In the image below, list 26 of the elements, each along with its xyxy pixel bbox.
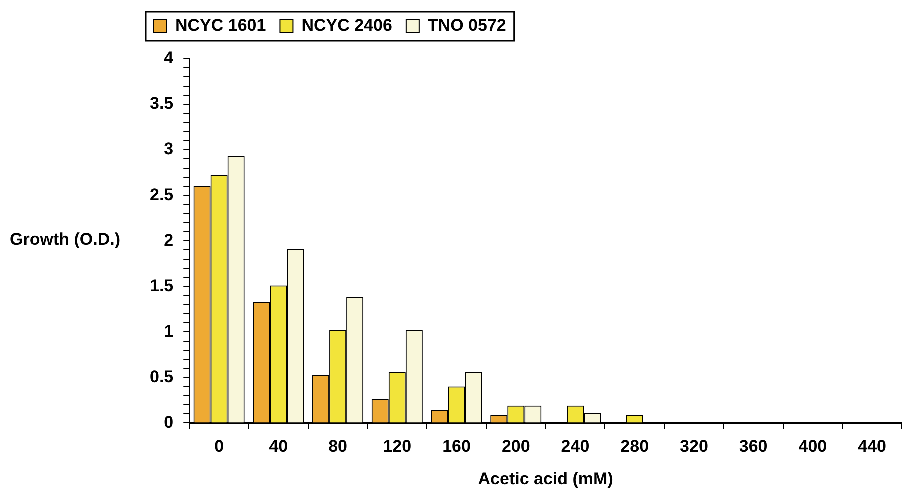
y-tick-label: 4 [164,48,174,68]
x-tick-label: 240 [561,437,590,456]
x-tick-label: 320 [680,437,708,456]
x-tick-label: 80 [328,437,348,456]
y-tick-label: 0 [164,412,174,432]
x-axis-title: Acetic acid (mM) [478,469,614,488]
x-tick-label: 40 [269,437,288,456]
x-tick-label: 400 [798,437,828,456]
y-tick-label: 3 [164,140,174,159]
x-tick-label: 120 [383,437,412,456]
legend-label: TNO 0572 [428,16,506,36]
y-axis-title: Growth (O.D.) [10,230,120,250]
y-tick-label: 2 [164,230,174,250]
y-tick-label: 1 [164,322,174,341]
x-tick-label: 160 [442,437,471,456]
x-tick-label: 280 [620,437,650,456]
y-tick-label: 2.5 [150,185,174,204]
x-tick-label: 360 [739,437,768,456]
y-tick-label: 3.5 [150,94,174,114]
legend-label: NCYC 2406 [302,16,392,36]
x-tick-label: 440 [858,437,887,456]
y-tick-label: 0.5 [150,367,174,386]
legend-label: NCYC 1601 [176,16,266,36]
x-tick-label: 200 [502,437,530,456]
y-tick-label: 1.5 [150,276,174,296]
x-tick-label: 0 [214,437,224,456]
